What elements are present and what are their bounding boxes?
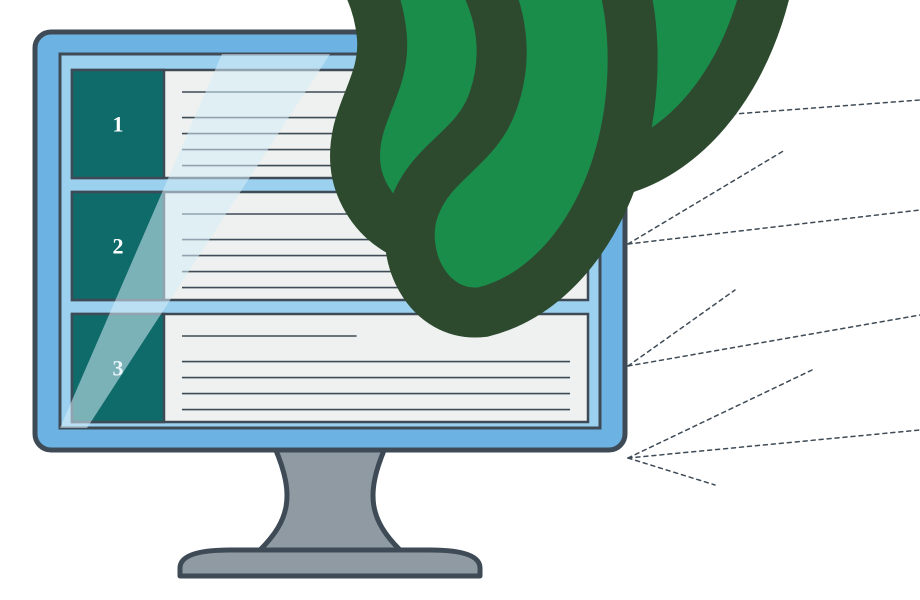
monitor-stand [180,448,480,576]
row-number: 2 [113,234,124,259]
infographic-canvas: 123 [0,0,920,600]
row-number: 1 [113,112,124,137]
scene-svg: 123 [0,0,920,600]
